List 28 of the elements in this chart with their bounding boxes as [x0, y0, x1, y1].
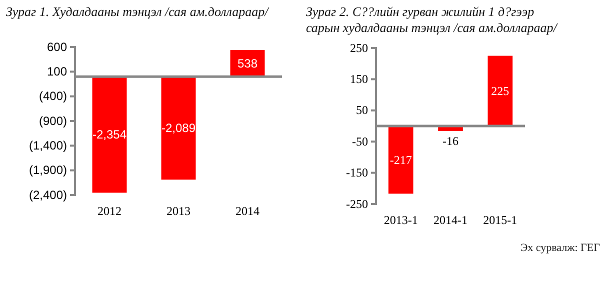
y-tick-label: (400): [38, 89, 67, 104]
y-tick-label: (900): [38, 114, 67, 128]
y-tick-label: (2,400): [28, 188, 67, 202]
y-tick-label: 50: [356, 103, 368, 118]
chart-title: Зураг 2. С??лийн гурван жилийн 1 д?гээр сарын худалдааны тэнцэл /сая ам.доллараар/: [306, 4, 558, 35]
x-tick-label: 2013-1: [384, 213, 418, 227]
y-tick-label: -250: [346, 196, 368, 211]
data-label: 225: [491, 84, 510, 98]
data-label: 538: [237, 56, 258, 70]
data-label: -16: [442, 134, 458, 148]
data-label: -2,089: [161, 121, 196, 136]
data-label: -2,354: [92, 128, 127, 142]
y-tick-label: -150: [346, 166, 368, 180]
x-tick-label: 2014: [236, 204, 260, 218]
y-tick-label: -50: [352, 134, 368, 148]
y-tick-label: (1,400): [28, 138, 67, 153]
y-tick-label: 150: [350, 72, 368, 86]
y-tick-label: (1,900): [28, 163, 67, 178]
x-tick-label: 2013: [166, 204, 190, 218]
y-tick-label: 100: [46, 64, 68, 79]
x-tick-label: 2012: [98, 204, 122, 218]
text: Эх сурвалж: ГЕГ: [520, 242, 600, 254]
chart-title: Зураг 1. Худалдааны тэнцэл /сая ам.доллараар/: [6, 4, 270, 19]
x-tick-label: 2015-1: [483, 213, 518, 227]
data-label: -217: [390, 152, 412, 167]
y-tick-label: 600: [46, 40, 68, 54]
y-tick-label: 250: [350, 40, 368, 55]
x-tick-label: 2014-1: [434, 213, 468, 227]
